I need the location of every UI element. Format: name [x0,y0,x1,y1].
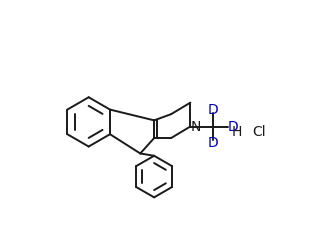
Text: H: H [231,125,242,139]
Text: N: N [191,120,201,134]
Text: D: D [227,120,238,134]
Text: D: D [207,103,218,116]
Text: Cl: Cl [253,125,266,139]
Text: D: D [207,137,218,151]
